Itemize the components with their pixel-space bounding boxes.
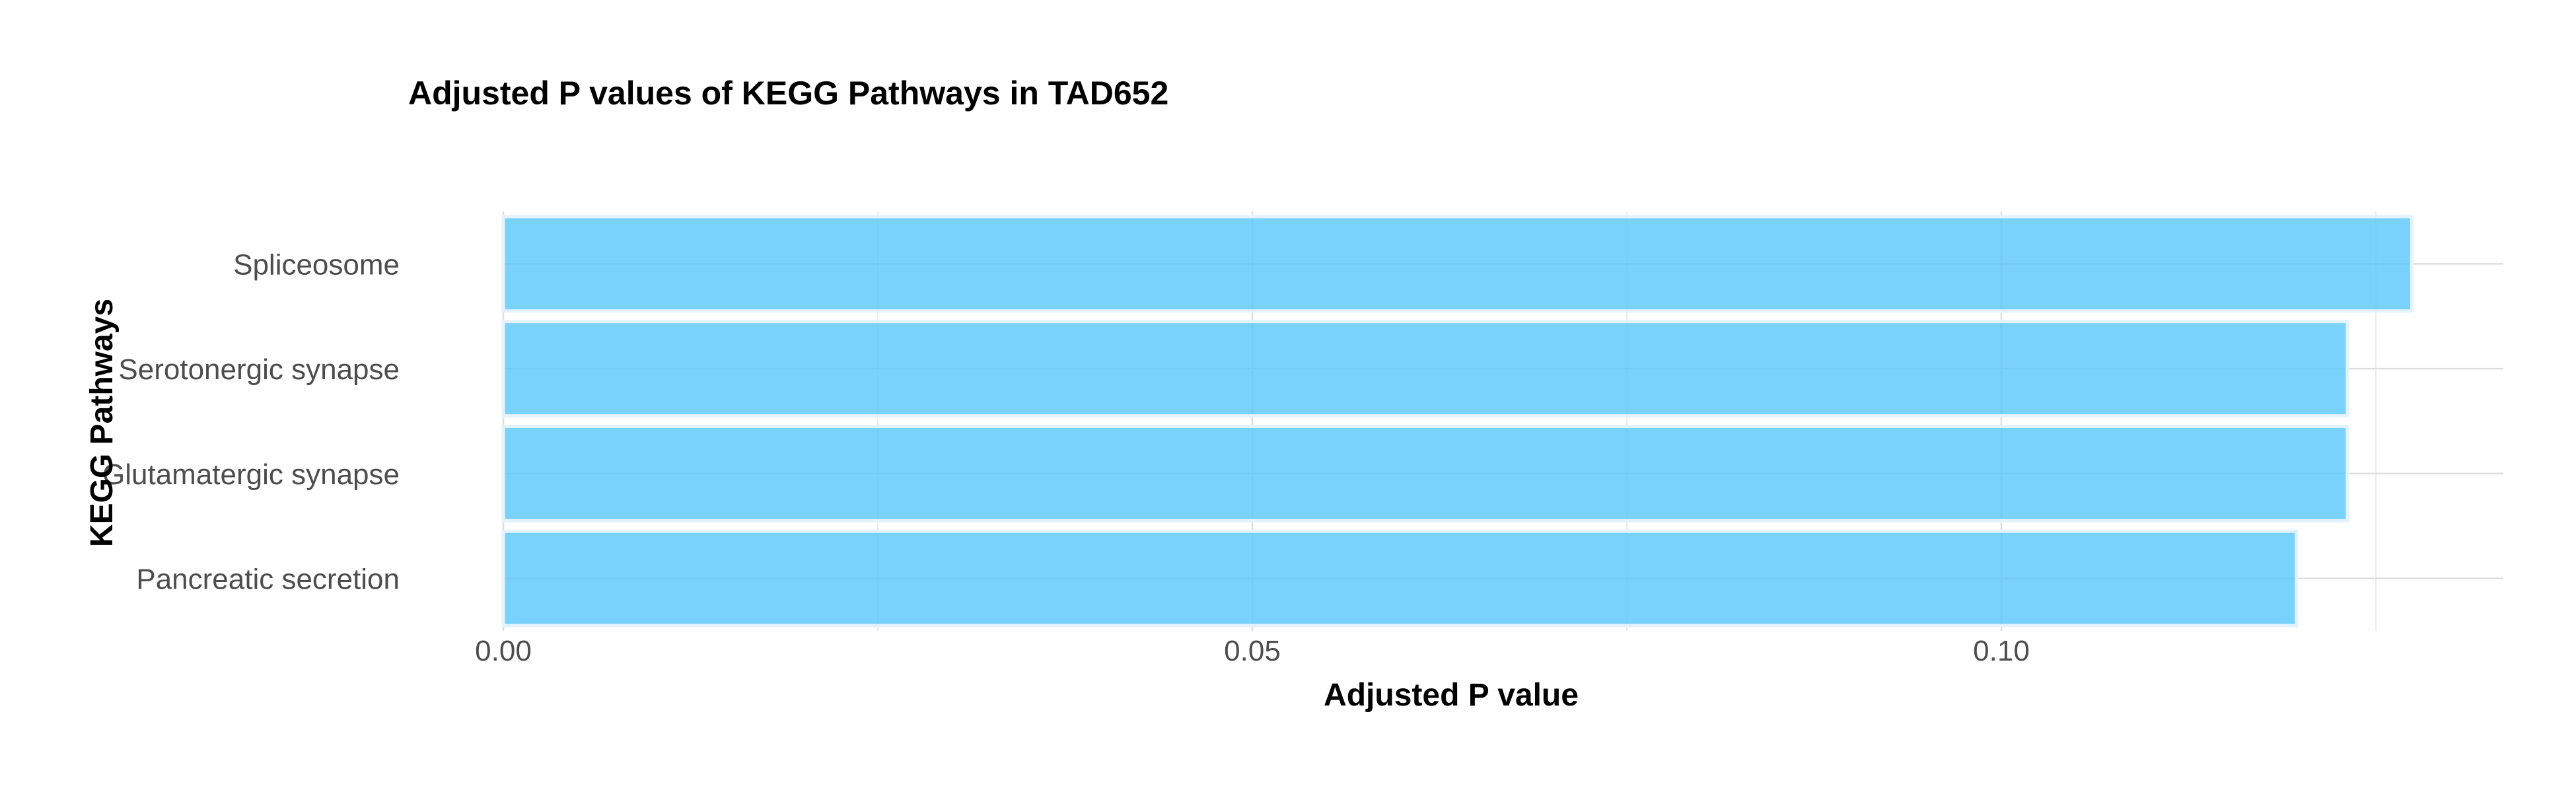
y-tick-label: Serotonergic synapse	[118, 353, 400, 386]
bar	[501, 424, 2349, 523]
x-tick-label: 0.00	[475, 635, 532, 667]
bars	[501, 215, 2414, 628]
bar	[501, 529, 2299, 628]
x-axis-label: Adjusted P value	[1324, 678, 1579, 713]
y-tick-labels: Spliceosome Serotonergic synapse Glutamate…	[102, 248, 400, 595]
y-tick-label: Pancreatic secretion	[136, 563, 400, 596]
bar	[501, 215, 2414, 313]
chart-title: Adjusted P values of KEGG Pathways in TA…	[408, 75, 1168, 112]
y-axis-label: KEGG Pathways	[85, 299, 120, 547]
y-tick-label: Glutamatergic synapse	[102, 458, 400, 491]
bar	[501, 320, 2349, 418]
y-tick-label: Spliceosome	[233, 248, 400, 281]
x-tick-labels: 0.00 0.05 0.10	[475, 635, 2030, 667]
x-tick-label: 0.10	[1973, 635, 2030, 667]
x-tick-label: 0.05	[1224, 635, 1281, 667]
